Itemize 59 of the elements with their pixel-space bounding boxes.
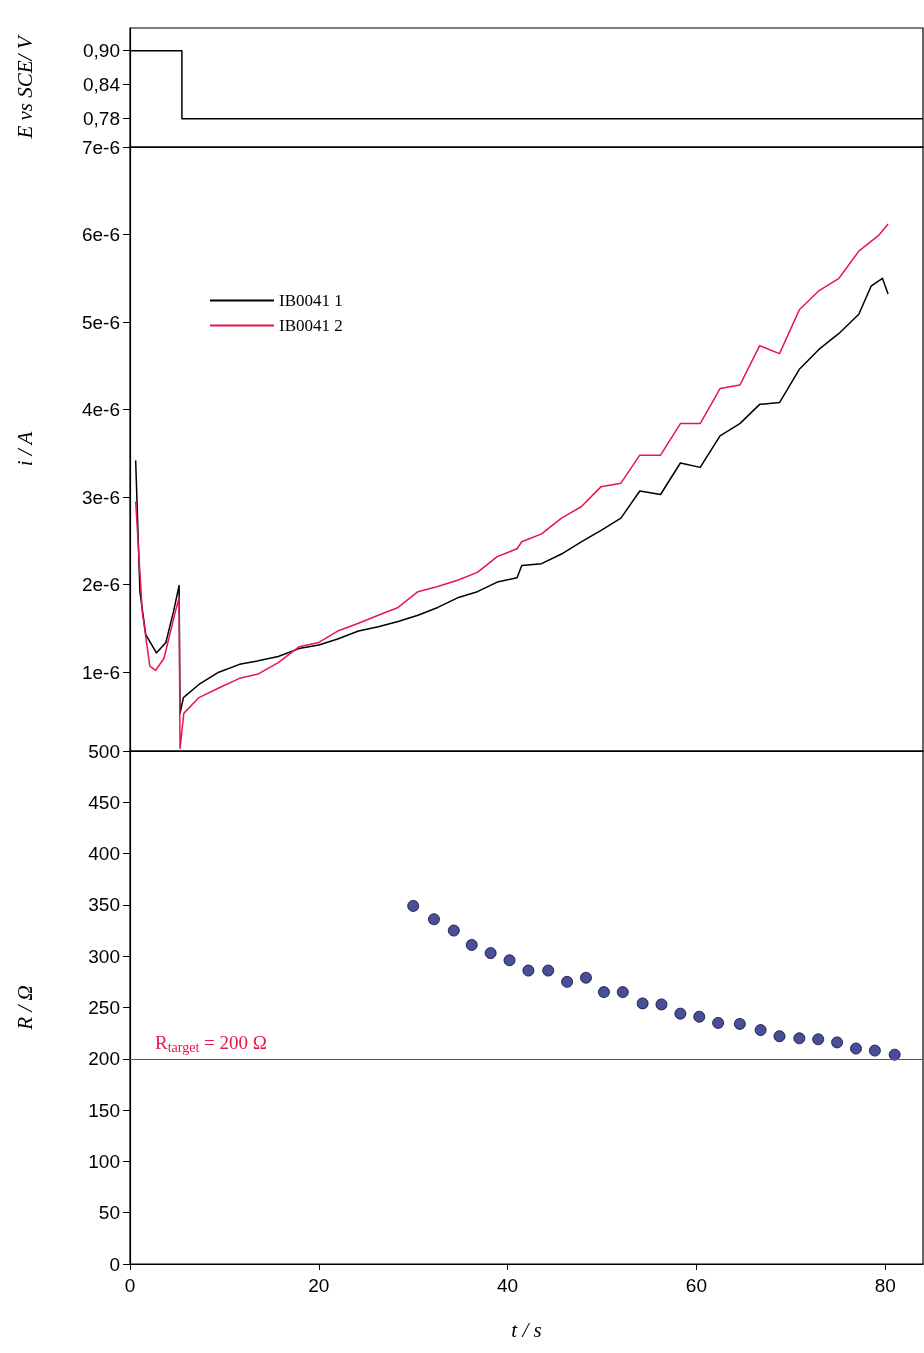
y-tick-label: 1e-6 xyxy=(81,661,120,683)
y-tick-label: 400 xyxy=(88,843,120,865)
point xyxy=(465,938,478,951)
y-tick-label: 200 xyxy=(88,1048,120,1070)
x-tick-label: 20 xyxy=(308,1275,330,1296)
y-tick-label: 4e-6 xyxy=(81,399,120,421)
y-tick-label: 300 xyxy=(88,945,120,967)
y-tick-label: 5e-6 xyxy=(81,311,120,333)
y-tick-label: 150 xyxy=(88,1099,120,1121)
y-tick-label: 500 xyxy=(88,740,120,762)
y-tick-label: 450 xyxy=(88,791,120,813)
point xyxy=(793,1032,806,1045)
y-tick-label: 100 xyxy=(88,1150,120,1172)
point xyxy=(674,1007,687,1020)
x-tick-label: 0 xyxy=(124,1275,136,1296)
point xyxy=(484,947,497,960)
y-tick-label: 2e-6 xyxy=(81,574,120,596)
x-tick-label: 60 xyxy=(685,1275,707,1296)
point xyxy=(561,975,574,988)
point xyxy=(831,1036,844,1049)
point xyxy=(636,997,649,1010)
point xyxy=(407,899,420,912)
point xyxy=(447,924,460,937)
x-tick-label: 80 xyxy=(874,1275,896,1296)
legend-label: IB0041 1 xyxy=(279,291,343,310)
y-tick-label: 250 xyxy=(88,997,120,1018)
point xyxy=(503,954,516,967)
y-tick-label: 6e-6 xyxy=(81,224,120,246)
y-tick-label: 7e-6 xyxy=(81,136,120,158)
x-tick-label: 40 xyxy=(497,1275,519,1296)
y-tick-label: 0,78 xyxy=(83,108,120,130)
point xyxy=(868,1044,881,1057)
x-axis-title: t / s xyxy=(511,1317,542,1342)
point xyxy=(888,1048,901,1061)
point xyxy=(427,913,440,926)
point xyxy=(849,1042,862,1055)
y-tick-label: 0,84 xyxy=(83,74,121,96)
y-tick-label: 350 xyxy=(88,894,120,916)
y-tick-label: 0,90 xyxy=(83,40,120,62)
point xyxy=(597,986,610,999)
y-axis-title: i / A xyxy=(12,431,37,467)
point xyxy=(773,1030,786,1043)
point xyxy=(542,964,555,977)
point xyxy=(693,1010,706,1023)
point xyxy=(655,998,668,1011)
y-tick-label: 50 xyxy=(98,1202,120,1224)
legend-label: IB0041 2 xyxy=(279,316,343,335)
y-tick-label: 0 xyxy=(109,1253,120,1275)
y-axis-title: R / Ω xyxy=(12,985,37,1031)
point xyxy=(579,971,592,984)
point xyxy=(616,986,629,999)
point xyxy=(733,1017,746,1030)
point xyxy=(712,1016,725,1029)
point xyxy=(754,1024,767,1037)
point xyxy=(522,964,535,977)
y-tick-label: 3e-6 xyxy=(81,486,120,508)
point xyxy=(812,1033,825,1046)
y-axis-title: E vs SCE/ V xyxy=(12,34,37,140)
line-series xyxy=(134,223,889,750)
